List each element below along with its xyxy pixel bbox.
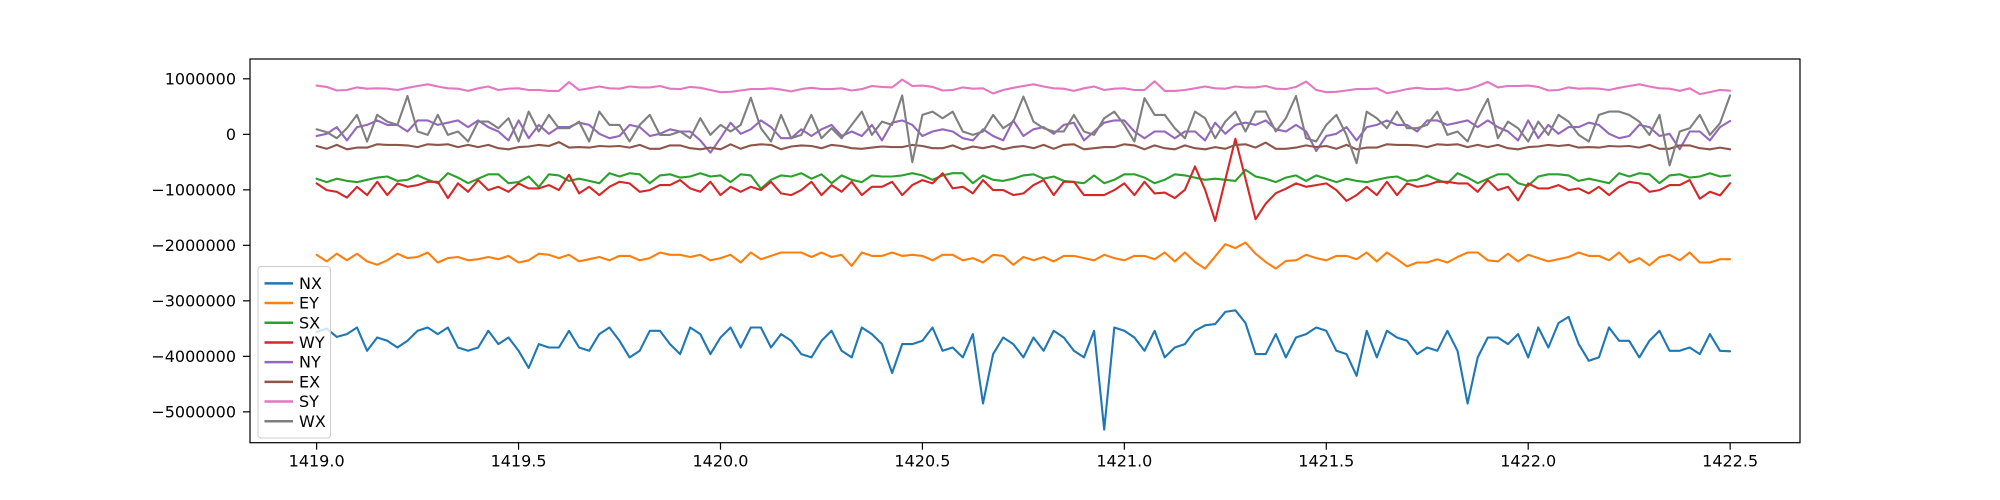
x-tick-label: 1420.5: [894, 452, 950, 471]
legend-label-NY: NY: [299, 353, 321, 372]
legend-box: [257, 266, 331, 439]
series-line-EY: [315, 241, 1732, 270]
y-tick-label: 0: [226, 125, 236, 144]
legend-label-NX: NX: [299, 274, 322, 293]
y-tick-label: −5000000: [151, 402, 236, 421]
series-line-SX: [315, 168, 1732, 190]
x-tick-label: 1419.0: [289, 452, 345, 471]
y-tick-label: −2000000: [151, 236, 236, 255]
y-tick-label: 1000000: [165, 69, 236, 88]
series-line-NY: [315, 119, 1732, 154]
plot-border: [249, 58, 1801, 444]
x-tick-label: 1422.0: [1500, 452, 1556, 471]
x-tick-label: 1419.5: [491, 452, 547, 471]
series-line-SY: [315, 78, 1732, 96]
legend-label-WX: WX: [299, 412, 326, 431]
legend-label-EY: EY: [299, 294, 319, 313]
legend-label-SY: SY: [299, 392, 319, 411]
y-tick-label: −1000000: [151, 180, 236, 199]
series-line-WX: [315, 94, 1732, 167]
legend-label-WY: WY: [299, 333, 325, 352]
x-tick-label: 1420.0: [693, 452, 749, 471]
legend-label-EX: EX: [299, 372, 320, 391]
x-tick-label: 1421.0: [1096, 452, 1152, 471]
series-line-EX: [315, 141, 1732, 151]
series-line-WY: [315, 137, 1732, 222]
legend-label-SX: SX: [299, 313, 320, 332]
series-line-NX: [315, 309, 1732, 431]
y-tick-label: −4000000: [151, 347, 236, 366]
x-tick-label: 1422.5: [1702, 452, 1758, 471]
x-tick-label: 1421.5: [1298, 452, 1354, 471]
y-tick-label: −3000000: [151, 291, 236, 310]
